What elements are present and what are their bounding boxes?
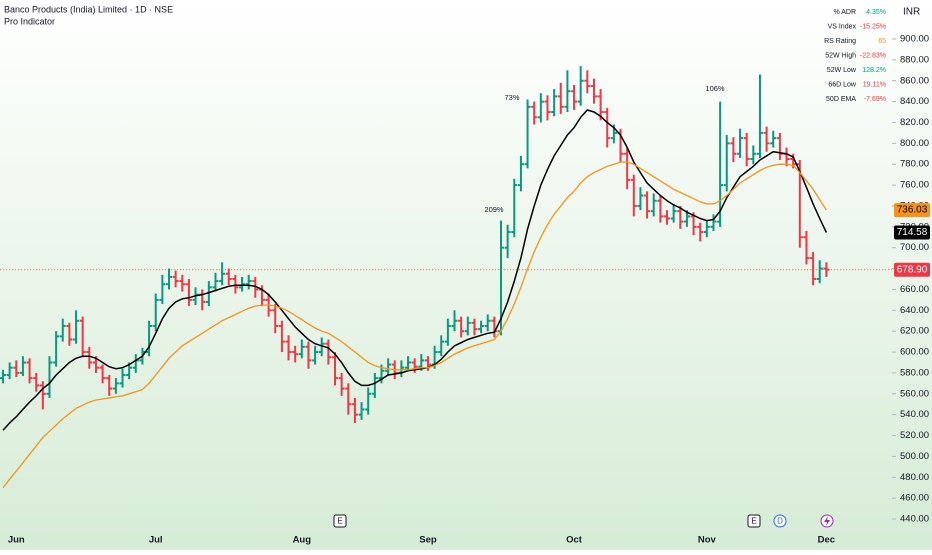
y-tick-label: 540.00 bbox=[900, 409, 929, 420]
x-tick-label: Sep bbox=[419, 535, 437, 546]
event-label: D bbox=[777, 517, 783, 526]
event-badge bbox=[747, 514, 761, 528]
y-tick-label: 580.00 bbox=[900, 367, 929, 378]
x-tick-label: Aug bbox=[293, 535, 312, 546]
stat-label: 52W Low bbox=[827, 67, 857, 74]
annotation: 73% bbox=[504, 93, 519, 102]
price-tag-label: 714.58 bbox=[897, 227, 928, 238]
annotation: 106% bbox=[705, 84, 725, 93]
y-tick-label: 500.00 bbox=[900, 451, 929, 462]
stat-value: 128.2% bbox=[862, 67, 886, 74]
stat-value: -15.25% bbox=[860, 23, 886, 30]
stats-table: % ADR 4.35% VS Index -15.25% RS Rating 65 52W … bbox=[824, 9, 886, 103]
stat-label: 52W High bbox=[825, 52, 856, 59]
y-tick-label: 460.00 bbox=[900, 493, 929, 504]
price-tag-label: 678.90 bbox=[897, 264, 928, 275]
x-tick-label: Nov bbox=[698, 535, 717, 546]
y-tick-label: 760.00 bbox=[900, 180, 929, 191]
y-tick-label: 600.00 bbox=[900, 347, 929, 358]
y-tick-label: 780.00 bbox=[900, 159, 929, 170]
y-tick-label: 860.00 bbox=[900, 75, 929, 86]
x-tick-label: Jul bbox=[149, 535, 163, 546]
y-tick-label: 660.00 bbox=[900, 284, 929, 295]
y-tick-label: 480.00 bbox=[900, 472, 929, 483]
event-badge bbox=[333, 514, 347, 528]
price-tag bbox=[894, 262, 930, 277]
event-icon bbox=[824, 516, 830, 526]
stat-value: 4.35% bbox=[866, 9, 886, 16]
event-label: E bbox=[751, 517, 756, 526]
stat-label: 66D Low bbox=[828, 81, 857, 88]
stat-label: VS Index bbox=[828, 23, 857, 30]
y-tick-label: 520.00 bbox=[900, 430, 929, 441]
y-tick-label: 900.00 bbox=[900, 34, 929, 45]
y-tick-label: 820.00 bbox=[900, 117, 929, 128]
ma-line bbox=[2, 161, 827, 489]
x-tick-label: Dec bbox=[818, 535, 835, 546]
stat-label: 50D EMA bbox=[826, 96, 856, 103]
y-tick-label: 840.00 bbox=[900, 96, 929, 107]
annotation: 209% bbox=[484, 205, 504, 214]
chart-title: Banco Products (India) Limited · 1D · NS… bbox=[4, 4, 173, 14]
stat-value: -7.69% bbox=[864, 96, 886, 103]
price-tag bbox=[894, 203, 930, 218]
y-tick-label: 880.00 bbox=[900, 54, 929, 65]
y-tick-label: 440.00 bbox=[900, 514, 929, 525]
x-tick-label: Oct bbox=[566, 535, 583, 546]
chart-subtitle: Pro Indicator bbox=[4, 16, 55, 26]
y-tick-label: 560.00 bbox=[900, 388, 929, 399]
y-tick-label: 800.00 bbox=[900, 138, 929, 149]
stat-label: % ADR bbox=[833, 9, 856, 16]
event-badge bbox=[773, 514, 787, 528]
stat-value: 19.11% bbox=[863, 81, 886, 88]
event-label: E bbox=[337, 517, 342, 526]
currency: INR bbox=[903, 7, 920, 18]
y-tick-label: 700.00 bbox=[900, 242, 929, 253]
price-tag-label: 736.03 bbox=[897, 205, 928, 216]
y-tick-label: 620.00 bbox=[900, 326, 929, 337]
y-tick-label: 640.00 bbox=[900, 305, 929, 316]
price-tag bbox=[894, 225, 930, 240]
stat-value: -22.83% bbox=[860, 52, 886, 59]
x-tick-label: Jun bbox=[8, 535, 25, 546]
stat-value: 65 bbox=[878, 38, 886, 45]
ma-line bbox=[2, 109, 828, 431]
stat-label: RS Rating bbox=[824, 38, 856, 45]
